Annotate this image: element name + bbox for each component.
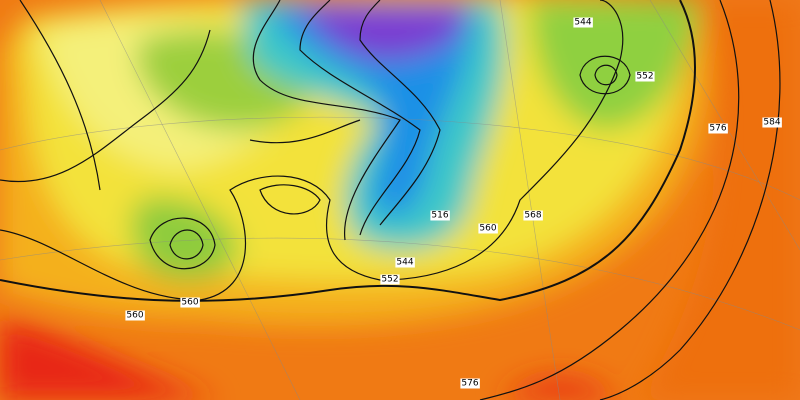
label-background xyxy=(380,274,400,285)
label-background xyxy=(573,17,593,28)
contour-label: 568 xyxy=(524,211,541,221)
contour-label: 576 xyxy=(461,379,478,389)
label-background xyxy=(478,223,498,234)
label-background xyxy=(180,297,200,308)
contour-label: 552 xyxy=(381,275,398,285)
contour-label: 516 xyxy=(431,211,448,221)
label-background xyxy=(635,71,655,82)
contour-label: 544 xyxy=(396,258,413,268)
contour-label: 552 xyxy=(636,72,653,82)
label-background xyxy=(460,378,480,389)
label-background xyxy=(125,310,145,321)
label-background xyxy=(762,117,782,128)
contour-label: 576 xyxy=(709,124,726,134)
label-background xyxy=(523,210,543,221)
contour-label: 544 xyxy=(574,18,591,28)
label-background xyxy=(708,123,728,134)
contour-label: 560 xyxy=(479,224,496,234)
label-background xyxy=(430,210,450,221)
label-background xyxy=(395,257,415,268)
contour-labels: 552 560 544 516 560 568 552 544 576 584 … xyxy=(125,17,782,389)
contour-label: 584 xyxy=(763,118,780,128)
contour-label: 560 xyxy=(181,298,198,308)
contour-label: 560 xyxy=(126,311,143,321)
